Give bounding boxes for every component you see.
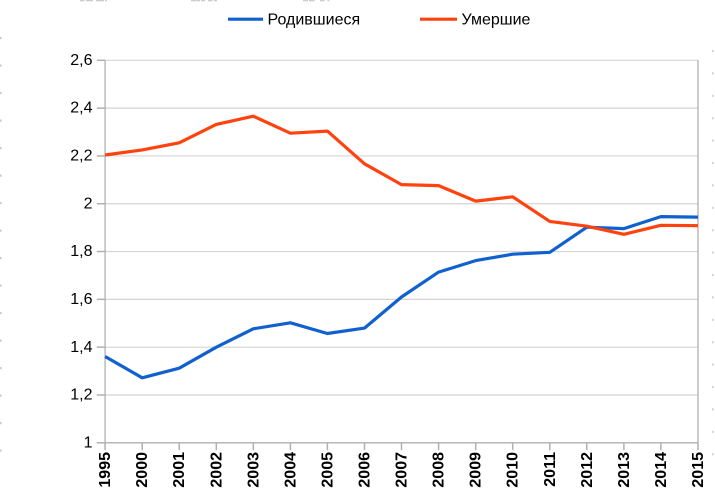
svg-text:1,8: 1,8 bbox=[70, 243, 92, 260]
svg-text:2012: 2012 bbox=[579, 452, 596, 488]
svg-text:2000: 2000 bbox=[134, 452, 151, 488]
svg-text:2008: 2008 bbox=[431, 452, 448, 488]
svg-text:2005: 2005 bbox=[319, 452, 336, 488]
svg-text:2006: 2006 bbox=[357, 452, 374, 488]
svg-text:2002: 2002 bbox=[208, 452, 225, 488]
svg-text:2007: 2007 bbox=[394, 452, 411, 488]
svg-text:2004: 2004 bbox=[282, 452, 299, 488]
svg-text:1,4: 1,4 bbox=[70, 339, 92, 356]
svg-text:2011: 2011 bbox=[542, 452, 559, 487]
svg-text:Умершие: Умершие bbox=[462, 12, 531, 29]
svg-text:1,2: 1,2 bbox=[70, 387, 92, 404]
svg-text:2014: 2014 bbox=[653, 452, 670, 488]
svg-text:2013: 2013 bbox=[616, 452, 633, 488]
svg-text:Родившиеся: Родившиеся bbox=[268, 12, 361, 29]
svg-text:2: 2 bbox=[84, 195, 93, 212]
svg-text:2,4: 2,4 bbox=[70, 100, 92, 117]
svg-text:2001: 2001 bbox=[171, 452, 188, 488]
svg-text:2010: 2010 bbox=[505, 452, 522, 488]
svg-text:2,6: 2,6 bbox=[70, 52, 92, 69]
svg-text:2009: 2009 bbox=[468, 452, 485, 488]
svg-text:2015: 2015 bbox=[690, 452, 707, 488]
svg-text:1: 1 bbox=[84, 434, 93, 451]
svg-text:1995: 1995 bbox=[97, 452, 114, 488]
svg-text:2003: 2003 bbox=[245, 452, 262, 488]
svg-text:1,6: 1,6 bbox=[70, 291, 92, 308]
svg-text:2,2: 2,2 bbox=[70, 148, 92, 165]
